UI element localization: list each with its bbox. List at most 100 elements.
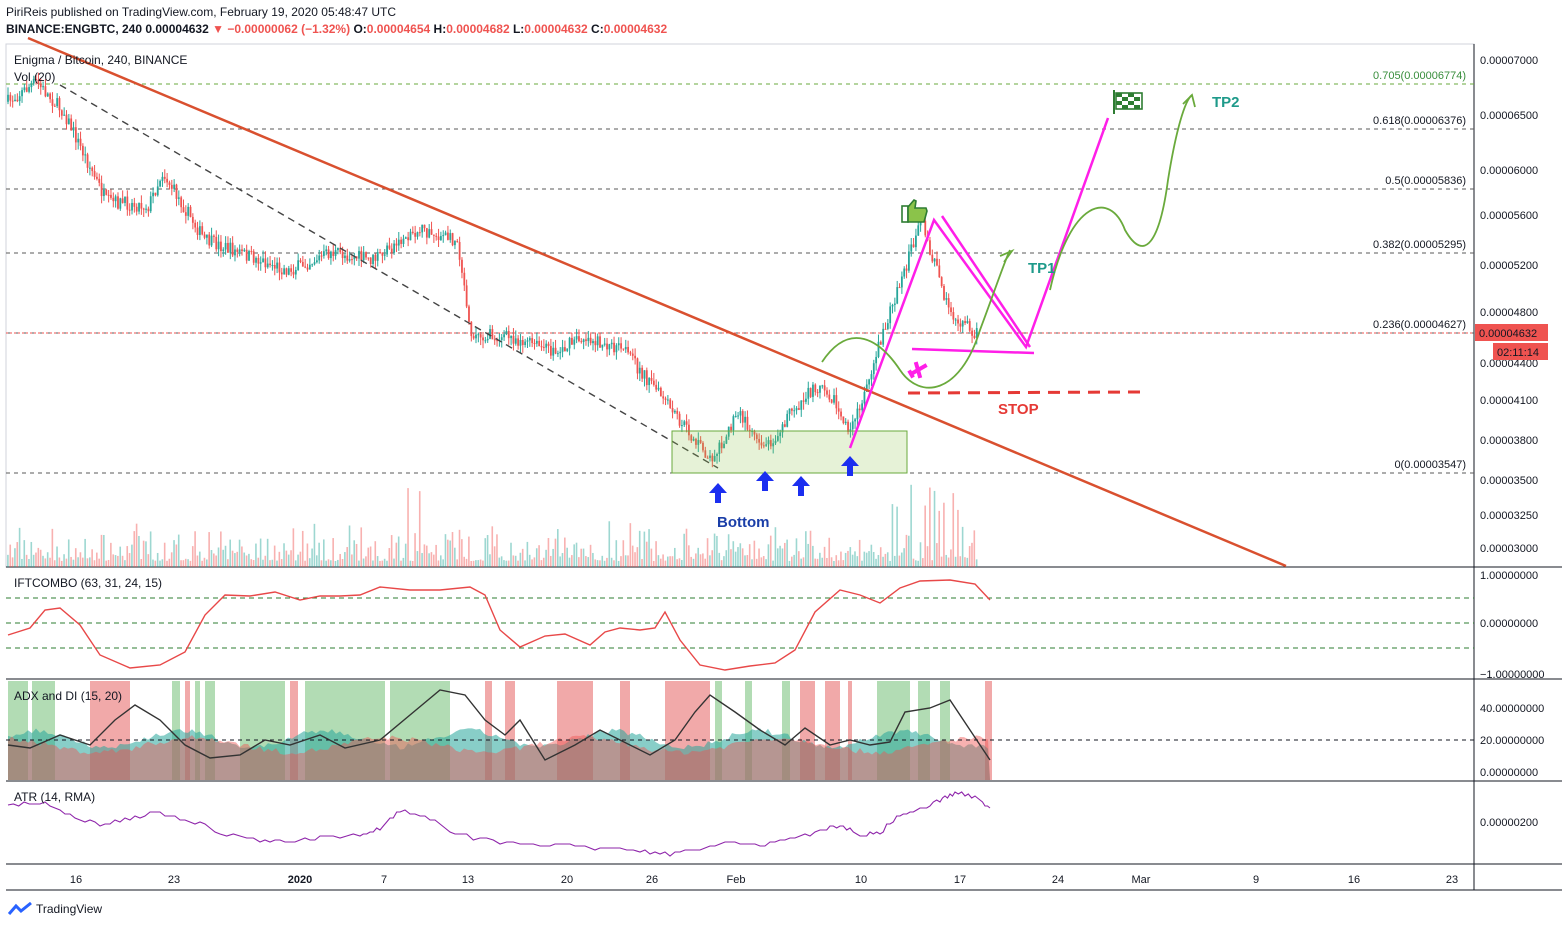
- volume-bar: [526, 541, 529, 567]
- candle-body: [131, 202, 133, 211]
- candle-body: [886, 323, 889, 329]
- candle-body: [213, 235, 215, 237]
- volume-bar: [968, 546, 971, 567]
- high-value: 0.00004682: [446, 22, 510, 36]
- candle-body: [77, 138, 80, 143]
- volume-bar: [51, 528, 54, 567]
- candle-body: [575, 336, 578, 340]
- candle-body: [589, 337, 592, 344]
- volume-bar: [964, 557, 966, 567]
- volume-bar: [793, 554, 795, 567]
- volume-bar: [971, 542, 973, 567]
- volume-bar: [533, 557, 536, 567]
- candle-body: [791, 408, 793, 411]
- adx-band: [485, 681, 492, 780]
- candle-body: [477, 334, 480, 336]
- candle-body: [334, 250, 337, 256]
- fib-label: 0.618(0.00006376): [1373, 115, 1466, 127]
- candle-body: [344, 255, 346, 259]
- dashed-channel-line: [59, 84, 719, 469]
- candle-body: [168, 182, 171, 185]
- volume-bar: [624, 555, 627, 567]
- volume-bar: [184, 558, 187, 567]
- thumbs-up-icon: [901, 199, 928, 223]
- volume-bar: [783, 542, 786, 567]
- candle-body: [346, 255, 349, 261]
- time-tick-label: 2020: [288, 874, 312, 886]
- candle-body: [250, 250, 253, 252]
- candle-body: [18, 96, 21, 102]
- candle-body: [599, 336, 601, 348]
- candle-body: [374, 254, 377, 261]
- volume-bar: [67, 539, 70, 567]
- candle-body: [718, 442, 721, 454]
- candle-body: [526, 340, 529, 342]
- open-label: O:: [353, 22, 367, 36]
- volume-bar: [830, 557, 833, 567]
- candle-body: [585, 339, 587, 342]
- volume-bar: [121, 555, 124, 567]
- drawings: [27, 36, 1287, 568]
- volume-bar: [365, 556, 367, 567]
- fib-label: 0.705(0.00006774): [1373, 70, 1466, 82]
- candle-body: [222, 249, 225, 252]
- volume-bar: [542, 557, 545, 567]
- candle-body: [208, 234, 211, 246]
- candle-body: [528, 338, 531, 341]
- candle-body: [70, 118, 73, 131]
- candle-body: [414, 232, 417, 237]
- candle-body: [407, 237, 410, 241]
- candle-body: [666, 399, 669, 401]
- candle-body: [297, 260, 300, 270]
- candle-body: [933, 258, 936, 262]
- volume-bar: [798, 551, 800, 567]
- volume-bar: [858, 539, 861, 567]
- candle-body: [191, 216, 194, 223]
- volume-bar: [950, 549, 952, 567]
- volume-bar: [238, 539, 241, 567]
- volume-bar: [915, 560, 917, 567]
- finish-flag-icon: [1113, 90, 1143, 114]
- candle-body: [594, 341, 597, 346]
- candle-body: [42, 86, 44, 88]
- volume-bar: [470, 560, 473, 567]
- volume-bar: [456, 559, 458, 567]
- candle-body: [470, 321, 473, 337]
- volume-bar: [699, 554, 702, 567]
- candle-body: [425, 228, 428, 238]
- candle-body: [58, 98, 61, 111]
- volume-bar: [306, 543, 309, 567]
- price-tick-label: 0.00006500: [1480, 110, 1538, 122]
- volume-bar: [381, 560, 384, 567]
- volume-bar: [435, 544, 437, 567]
- volume-bar: [332, 538, 334, 567]
- volume-bar: [213, 553, 215, 567]
- volume-bar: [126, 546, 129, 567]
- candle-body: [91, 167, 94, 172]
- candle-body: [440, 236, 442, 240]
- candle-body: [900, 276, 903, 288]
- tradingview-logo-icon: [8, 902, 32, 915]
- volume-bar: [788, 560, 791, 567]
- candle-body: [140, 202, 143, 209]
- candle-body: [648, 377, 651, 386]
- volume-bar: [547, 538, 550, 567]
- volume-bar: [454, 547, 456, 567]
- candle-body: [51, 99, 54, 106]
- volume-bar: [264, 555, 267, 567]
- volume-bar: [112, 554, 114, 567]
- candle-body: [875, 356, 878, 364]
- volume-bar: [725, 550, 728, 567]
- volume-bar: [72, 559, 75, 567]
- volume-bar: [449, 540, 451, 567]
- volume-bar: [615, 540, 618, 567]
- volume-bar: [414, 533, 416, 567]
- candle-body: [882, 328, 885, 345]
- candle-body: [196, 227, 199, 235]
- candle-body: [716, 453, 718, 457]
- candle-body: [30, 83, 33, 88]
- candle-body: [521, 339, 524, 346]
- volume-bar: [732, 541, 735, 567]
- candle-body: [163, 176, 166, 179]
